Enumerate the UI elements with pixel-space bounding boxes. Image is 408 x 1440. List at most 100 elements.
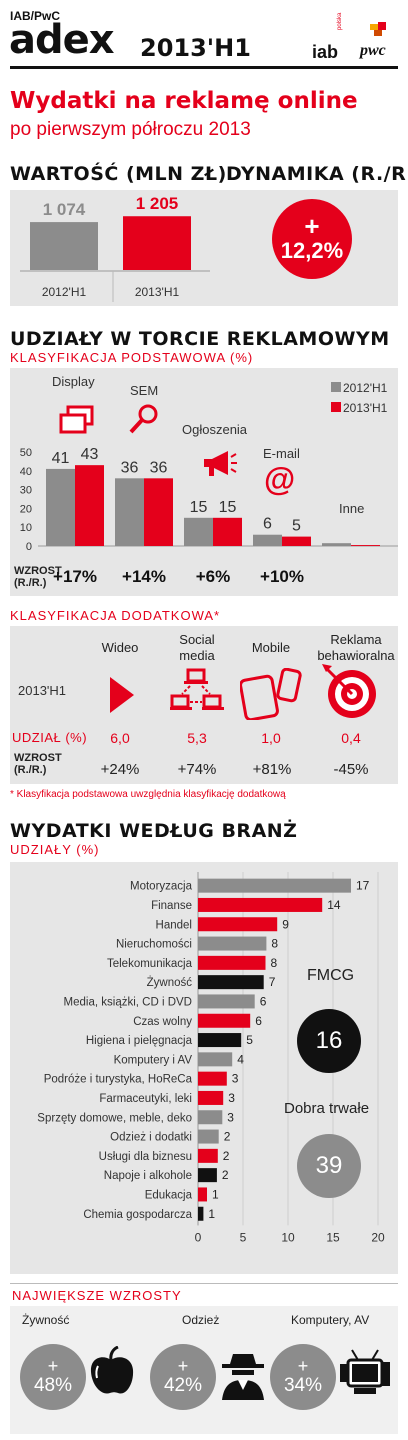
industry-bar <box>198 975 264 990</box>
industry-bar <box>198 1206 204 1221</box>
shares-bar-1-1 <box>144 478 173 546</box>
growth-circle-computers: + 34% <box>270 1344 336 1410</box>
shares-category-label: Display <box>52 374 95 389</box>
industry-bar <box>198 1168 217 1183</box>
industry-category-label: Media, książki, CD i DVD <box>64 996 192 1008</box>
industry-value-label: 3 <box>227 1110 234 1124</box>
iab-logo-text: iab <box>312 42 339 62</box>
industry-category-label: Edukacja <box>145 1189 193 1201</box>
shares-ytick: 10 <box>20 522 32 534</box>
growth-label-food: Żywność <box>22 1313 70 1327</box>
industry-category-label: Sprzęty domowe, meble, deko <box>37 1112 192 1124</box>
durables-value: 39 <box>315 1152 343 1179</box>
value-title: WARTOŚĆ (MLN ZŁ) <box>10 163 227 185</box>
industry-bar <box>198 1187 207 1202</box>
industry-category-label: Usługi dla biznesu <box>99 1151 192 1163</box>
shares-growth-value: +10% <box>260 567 304 586</box>
industry-value-label: 8 <box>271 937 278 951</box>
pwc-logo <box>358 22 388 42</box>
shares-legend-swatch <box>331 382 341 392</box>
social-media-label: Social media <box>179 632 215 663</box>
shares-category-label: E-mail <box>263 446 300 461</box>
target-icon <box>322 664 376 718</box>
value-category-0: 2012'H1 <box>42 285 87 299</box>
video-share: 6,0 <box>110 730 130 746</box>
header-divider <box>10 66 398 69</box>
shares-bar-2-0 <box>184 517 213 546</box>
additional-share-label: UDZIAŁ (%) <box>12 730 88 745</box>
industry-bar <box>198 1052 233 1067</box>
spy-icon <box>222 1354 264 1400</box>
shares-ytick: 20 <box>20 503 32 515</box>
value-bar-label-1: 1 205 <box>136 194 179 213</box>
industry-category-label: Napoje i alkohole <box>104 1170 192 1182</box>
brand-small: IAB/PwC <box>10 9 61 23</box>
additional-growth-label: WZROST (R./R.) <box>14 752 62 776</box>
social-network-icon <box>170 668 224 710</box>
shares-bar-1-0 <box>115 478 144 546</box>
fmcg-circle: 16 <box>297 1009 361 1073</box>
growth-label-computers: Komputery, AV <box>291 1313 370 1327</box>
additional-growth-line1: WZROST <box>14 752 62 764</box>
computer-av-icon <box>340 1349 390 1394</box>
industry-bar <box>198 955 266 970</box>
shares-category-label: Inne <box>339 501 364 516</box>
shares-bar-2-1 <box>213 517 242 546</box>
shares-title: UDZIAŁY W TORCIE REKLAMOWYM <box>10 328 390 350</box>
shares-ytick: 40 <box>20 466 32 478</box>
industry-category-label: Chemia gospodarcza <box>83 1209 192 1221</box>
additional-subtitle: KLASYFIKACJA DODATKOWA* <box>10 608 221 623</box>
industry-subtitle: UDZIAŁY (%) <box>10 842 100 857</box>
social-growth: +74% <box>177 761 217 778</box>
industry-value-label: 2 <box>223 1149 230 1163</box>
video-growth: +24% <box>100 761 140 778</box>
industry-value-label: 3 <box>232 1072 239 1086</box>
shares-chart: 0 10 20 30 40 50 41 43 36 36 15 15 6 5 Display SEM Ogłos… <box>20 374 398 553</box>
industry-category-label: Finanse <box>151 900 192 912</box>
industry-xtick: 15 <box>326 1230 340 1244</box>
industry-category-label: Komputery i AV <box>114 1054 193 1066</box>
industry-value-label: 1 <box>208 1207 215 1221</box>
dynamics-plus: + <box>304 211 320 241</box>
shares-subtitle: KLASYFIKACJA PODSTAWOWA (%) <box>10 350 254 365</box>
shares-bar-4-0 <box>322 543 351 546</box>
industry-category-label: Odzież i dodatki <box>110 1132 192 1144</box>
industry-category-label: Motoryzacja <box>130 881 193 893</box>
shares-value-label: 41 <box>52 450 70 467</box>
industry-value-label: 2 <box>224 1130 231 1144</box>
shares-growth-value: +14% <box>122 567 166 586</box>
industry-bar <box>198 1110 223 1125</box>
industry-bar <box>198 994 255 1009</box>
shares-bar-0-1 <box>75 465 104 546</box>
shares-category-label: SEM <box>130 383 158 398</box>
shares-value-label: 15 <box>219 499 237 516</box>
industry-value-label: 2 <box>222 1168 229 1182</box>
shares-ytick: 50 <box>20 447 32 459</box>
dynamics-title: DYNAMIKA (R./R.) <box>226 163 408 185</box>
industry-value-label: 3 <box>228 1091 235 1105</box>
mobile-devices-icon <box>240 668 302 720</box>
shares-bar-3-0 <box>253 534 282 546</box>
megaphone-icon <box>204 451 237 476</box>
shares-value-label: 5 <box>292 518 301 535</box>
shares-growth-value: +17% <box>53 567 97 586</box>
industry-bar <box>198 1033 242 1048</box>
fmcg-value: 16 <box>315 1027 343 1054</box>
industry-category-label: Farmaceutyki, leki <box>99 1093 192 1105</box>
industry-bar <box>198 917 278 932</box>
shares-bar-4-1 <box>351 545 380 546</box>
apple-icon <box>90 1346 134 1394</box>
industry-category-label: Higiena i pielęgnacja <box>86 1035 193 1047</box>
mobile-share: 1,0 <box>261 730 281 746</box>
industry-value-label: 6 <box>260 994 267 1008</box>
growth-value-computers: 34% <box>283 1375 323 1396</box>
industry-bar <box>198 878 351 893</box>
dynamics-value: 12,2% <box>280 238 344 263</box>
industry-title: WYDATKI WEDŁUG BRANŻ <box>10 820 298 842</box>
sem-search-icon <box>129 404 158 434</box>
durables-label: Dobra trwałe <box>284 1100 370 1117</box>
video-play-icon <box>110 677 134 713</box>
behavioral-share: 0,4 <box>341 730 361 746</box>
growth-value-clothing: 42% <box>163 1375 203 1396</box>
